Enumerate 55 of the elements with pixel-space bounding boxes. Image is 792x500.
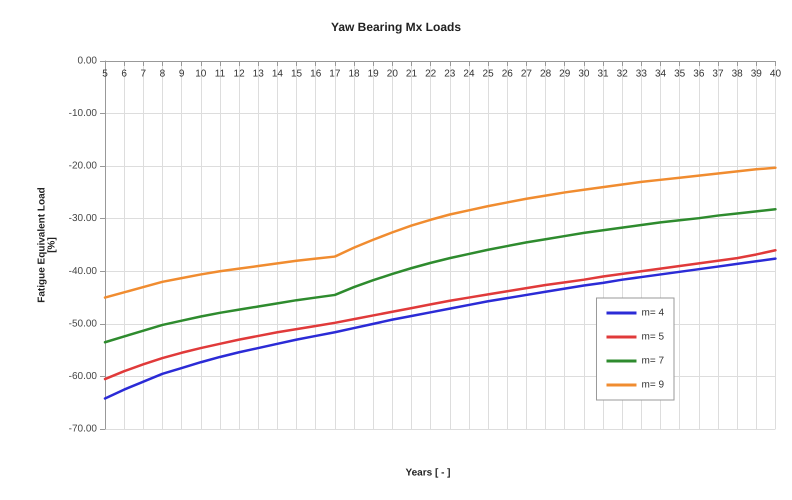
- y-tick-label: 0.00: [78, 56, 98, 66]
- x-tick-label: 11: [214, 68, 226, 80]
- x-tick-label: 38: [732, 68, 744, 80]
- x-tick-label: 20: [386, 68, 398, 80]
- x-tick-label: 31: [597, 68, 610, 80]
- x-tick-label: 40: [770, 68, 782, 80]
- x-tick-label: 7: [140, 68, 147, 80]
- x-tick-label: 36: [693, 68, 705, 80]
- x-tick-label: 15: [290, 68, 303, 80]
- legend-label: m= 7: [641, 356, 664, 366]
- x-tick-label: 32: [616, 68, 628, 80]
- x-tick-label: 18: [348, 68, 360, 80]
- x-tick-label: 17: [329, 68, 341, 80]
- y-tick-label: -10.00: [68, 108, 98, 120]
- x-tick-label: 13: [252, 68, 264, 80]
- x-tick-label: 23: [444, 68, 456, 80]
- x-tick-label: 30: [578, 68, 590, 80]
- x-axis-title: Years [ - ]: [405, 468, 451, 478]
- legend-label: m= 9: [641, 380, 664, 390]
- x-tick-label: 27: [520, 68, 532, 80]
- y-tick-label: -20.00: [68, 160, 98, 172]
- y-tick-label: -40.00: [68, 266, 98, 277]
- line-series: [104, 208, 777, 344]
- x-tick-label: 37: [712, 68, 724, 80]
- x-tick-label: 26: [502, 68, 514, 80]
- line-series: [104, 249, 777, 380]
- x-tick-label: 33: [636, 68, 648, 80]
- line-series: [104, 257, 777, 400]
- x-tick-label: 6: [121, 68, 128, 80]
- x-tick-label: 8: [160, 68, 166, 80]
- y-tick-label: -60.00: [68, 370, 98, 382]
- y-tick-label: -70.00: [68, 424, 98, 434]
- x-tick-label: 22: [425, 68, 437, 80]
- legend-label: m= 4: [641, 308, 664, 318]
- chart-title: Yaw Bearing Mx Loads: [330, 20, 462, 34]
- x-tick-label: 34: [654, 68, 667, 80]
- x-tick-label: 21: [406, 68, 418, 80]
- x-tick-label: 5: [102, 68, 108, 80]
- x-tick-label: 19: [368, 68, 380, 80]
- x-tick-label: 16: [310, 68, 322, 80]
- x-tick-label: 29: [559, 68, 571, 80]
- x-tick-label: 35: [674, 68, 686, 80]
- y-tick-label: -50.00: [68, 318, 98, 330]
- line-series: [104, 166, 777, 299]
- y-tick-label: -30.00: [68, 213, 98, 224]
- legend-label: m= 5: [641, 332, 664, 342]
- x-tick-label: 24: [463, 68, 475, 80]
- x-tick-label: 12: [234, 68, 246, 80]
- x-tick-label: 39: [750, 68, 762, 80]
- y-axis-title: Fatigue Equivalent Load [%]: [36, 187, 58, 303]
- x-tick-label: 14: [272, 68, 284, 80]
- x-tick-label: 28: [540, 68, 552, 80]
- x-tick-label: 9: [178, 68, 185, 80]
- x-tick-label: 10: [195, 68, 207, 80]
- x-tick-label: 25: [482, 68, 494, 80]
